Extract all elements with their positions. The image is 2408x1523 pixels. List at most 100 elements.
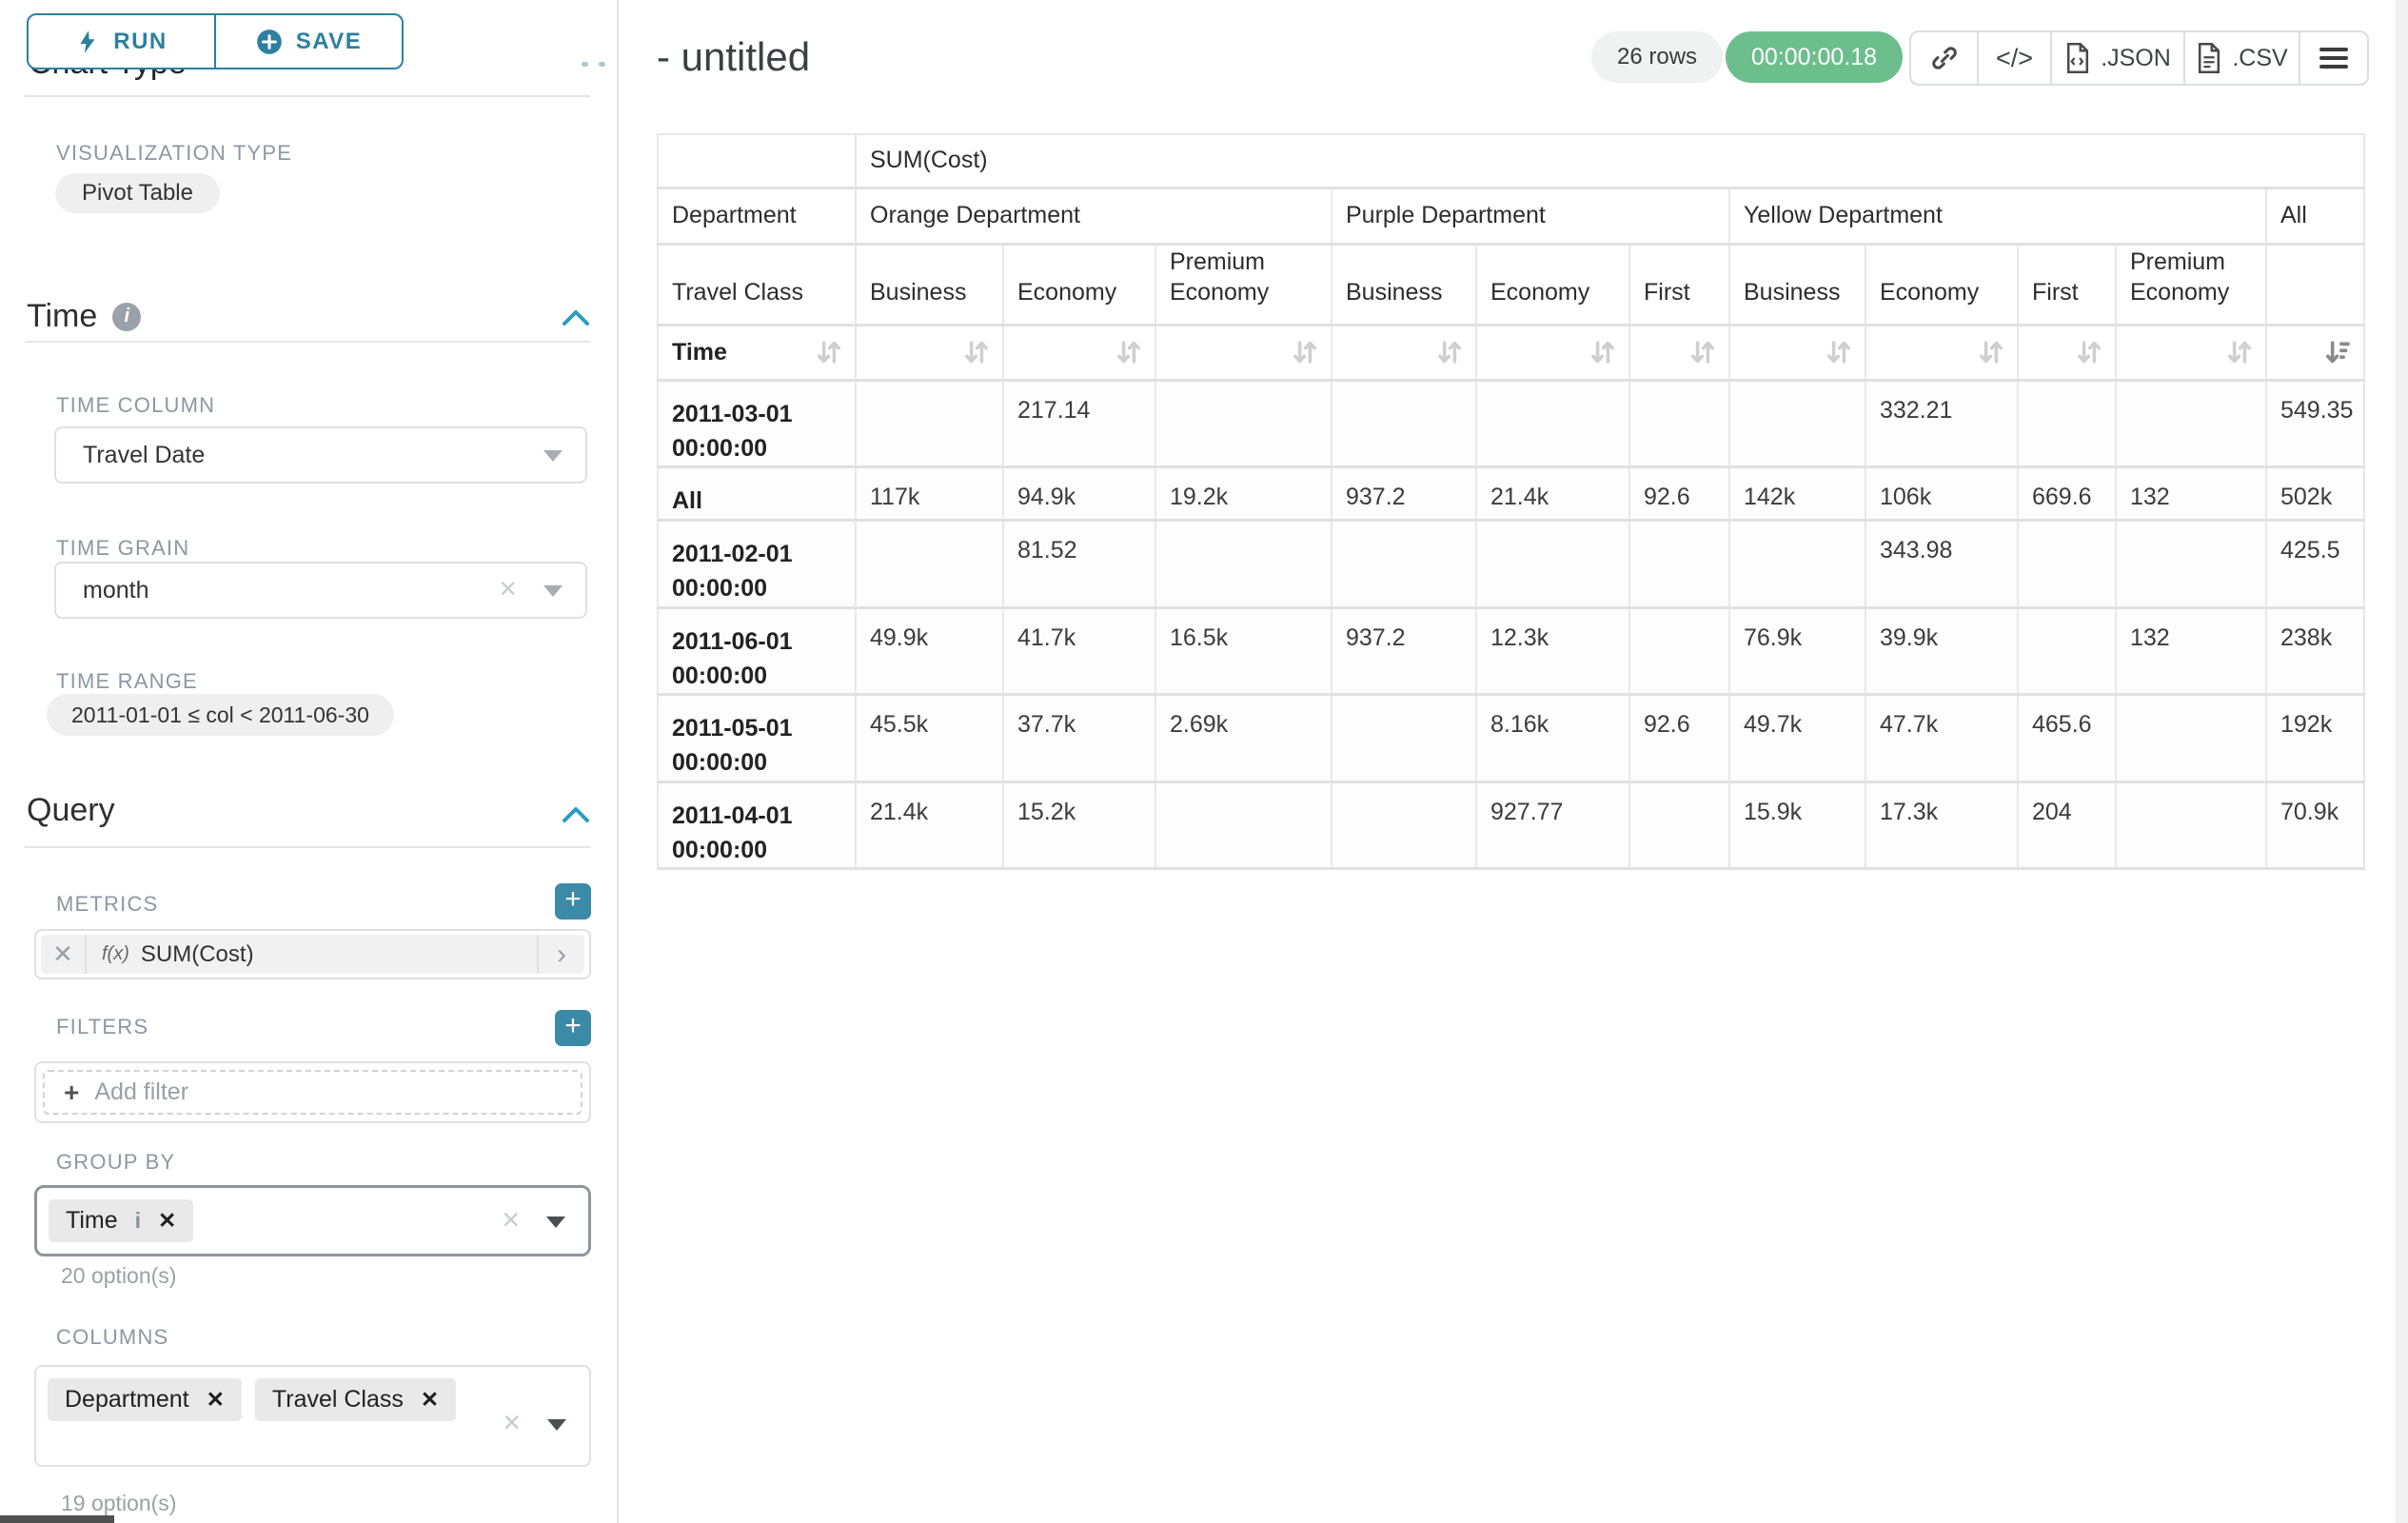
visualization-type-label: VISUALIZATION TYPE [56,141,292,166]
menu-button[interactable] [2299,32,2367,84]
sort-arrows-icon [1113,336,1145,368]
sort-column-button[interactable] [1865,325,2018,380]
pivot-cell: 132 [2116,607,2266,695]
info-icon: i [112,303,141,331]
pivot-group-header: Purple Department [1332,188,1729,244]
clear-icon[interactable]: × [499,571,517,606]
export-csv-button[interactable]: .CSV [2183,32,2299,84]
pivot-cell: 192k [2266,695,2364,782]
add-filter-plus-button[interactable]: + [555,1010,591,1046]
divider [25,846,590,848]
pivot-row-label: 2011-06-0100:00:00 [658,607,856,695]
sort-arrows-icon [1289,336,1321,368]
pivot-class-header: Business [1332,244,1476,325]
sort-column-button[interactable] [1729,325,1865,380]
pivot-cell: 669.6 [2018,467,2116,521]
pivot-class-header: First [1629,244,1729,325]
embed-code-button[interactable]: </> [1977,32,2050,84]
pivot-row: 2011-04-0100:00:0021.4k15.2k927.7715.9k1… [658,781,2364,869]
pivot-cell [1155,521,1332,608]
export-json-button[interactable]: .JSON [2050,32,2183,84]
metrics-label: METRICS [56,892,158,917]
pivot-cell [1629,607,1729,695]
link-icon [1929,43,1960,73]
chip-travel-class[interactable]: Travel Class✕ [255,1378,456,1421]
pivot-cell: 39.9k [1865,607,2018,695]
collapse-query-chevron-up-icon[interactable] [560,803,592,826]
sort-column-button[interactable] [1332,325,1476,380]
dropdown-caret-icon[interactable] [543,450,563,462]
chip-department[interactable]: Department✕ [48,1378,242,1421]
remove-metric-icon[interactable]: ✕ [41,935,87,974]
pivot-class-header: Business [856,244,1003,325]
chip-close-icon[interactable]: ✕ [158,1208,176,1234]
pivot-cell: 81.52 [1003,521,1155,608]
time-range-pill[interactable]: 2011-01-01 ≤ col < 2011-06-30 [47,694,394,736]
fx-icon: f(x) [102,943,129,965]
run-button[interactable]: RUN [29,15,214,68]
sort-column-button[interactable] [1629,325,1729,380]
chip-close-icon[interactable]: ✕ [421,1387,439,1413]
visualization-type-pill[interactable]: Pivot Table [55,173,220,213]
pivot-cell: 49.7k [1729,695,1865,782]
pivot-group-header: Yellow Department [1729,188,2266,244]
pivot-cell: 502k [2266,467,2364,521]
row-count-badge: 26 rows [1591,31,1723,83]
page-scrollbar[interactable] [2396,0,2408,1523]
dropdown-caret-icon[interactable] [543,585,563,597]
sort-column-button[interactable] [2018,325,2116,380]
chart-title[interactable]: - untitled [657,34,810,80]
collapse-time-chevron-up-icon[interactable] [560,307,592,329]
time-column-select[interactable]: Travel Date [54,426,587,484]
pivot-cell: 49.9k [856,607,1003,695]
sort-arrows-icon [960,336,993,368]
sort-column-button[interactable] [1155,325,1332,380]
pivot-corner-cell [658,134,856,188]
sort-column-button[interactable] [856,325,1003,380]
pivot-group-header: All [2266,188,2364,244]
dropdown-caret-icon[interactable] [546,1216,565,1228]
pivot-metric-header: SUM(Cost) [856,134,2364,188]
sort-column-button[interactable] [1003,325,1155,380]
pivot-cell: 21.4k [856,781,1003,869]
time-grain-select[interactable]: month × [54,562,587,619]
save-button[interactable]: SAVE [214,15,402,68]
columns-select[interactable]: Department✕ Travel Class✕ × [34,1365,591,1467]
bolt-icon [75,28,100,56]
pivot-cell: 15.9k [1729,781,1865,869]
scroll-remnant-dot [582,62,588,67]
sort-arrows-icon [1975,336,2007,368]
pivot-class-header: Premium Economy [2116,244,2266,325]
pivot-cell [1629,781,1729,869]
plus-circle-icon [256,29,283,55]
file-text-icon [2196,42,2222,74]
file-code-icon [2064,42,2091,74]
sort-column-button[interactable] [2116,325,2266,380]
horizontal-scrollbar-fragment[interactable] [0,1515,114,1523]
share-link-button[interactable] [1911,32,1977,84]
hamburger-icon [2319,43,2348,73]
pivot-cell: 204 [2018,781,2116,869]
pivot-class-header: Business [1729,244,1865,325]
control-panel-sidebar: RUN SAVE Chart Type VISUALIZATION TYPE P… [0,0,619,1523]
metric-pill[interactable]: ✕ f(x) SUM(Cost) › [41,935,584,974]
pivot-cell: 106k [1865,467,2018,521]
chip-time[interactable]: Timei✕ [49,1199,193,1242]
clear-icon[interactable]: × [502,1202,520,1237]
add-filter-button[interactable]: + Add filter [43,1070,582,1115]
add-metric-button[interactable]: + [555,883,591,920]
pivot-cell: 425.5 [2266,521,2364,608]
pivot-cell: 8.16k [1476,695,1629,782]
metric-expand-chevron-icon[interactable]: › [537,935,584,974]
pivot-cell [1476,380,1629,467]
filters-label: FILTERS [56,1015,148,1039]
pivot-cell: 238k [2266,607,2364,695]
sort-time-button[interactable]: Time [658,325,856,380]
sort-column-button[interactable] [2266,325,2364,380]
group-by-select[interactable]: Timei✕ × [34,1185,591,1256]
dropdown-caret-icon[interactable] [547,1419,566,1431]
clear-icon[interactable]: × [503,1405,521,1440]
chip-close-icon[interactable]: ✕ [207,1387,225,1413]
pivot-cell [1332,380,1476,467]
sort-column-button[interactable] [1476,325,1629,380]
